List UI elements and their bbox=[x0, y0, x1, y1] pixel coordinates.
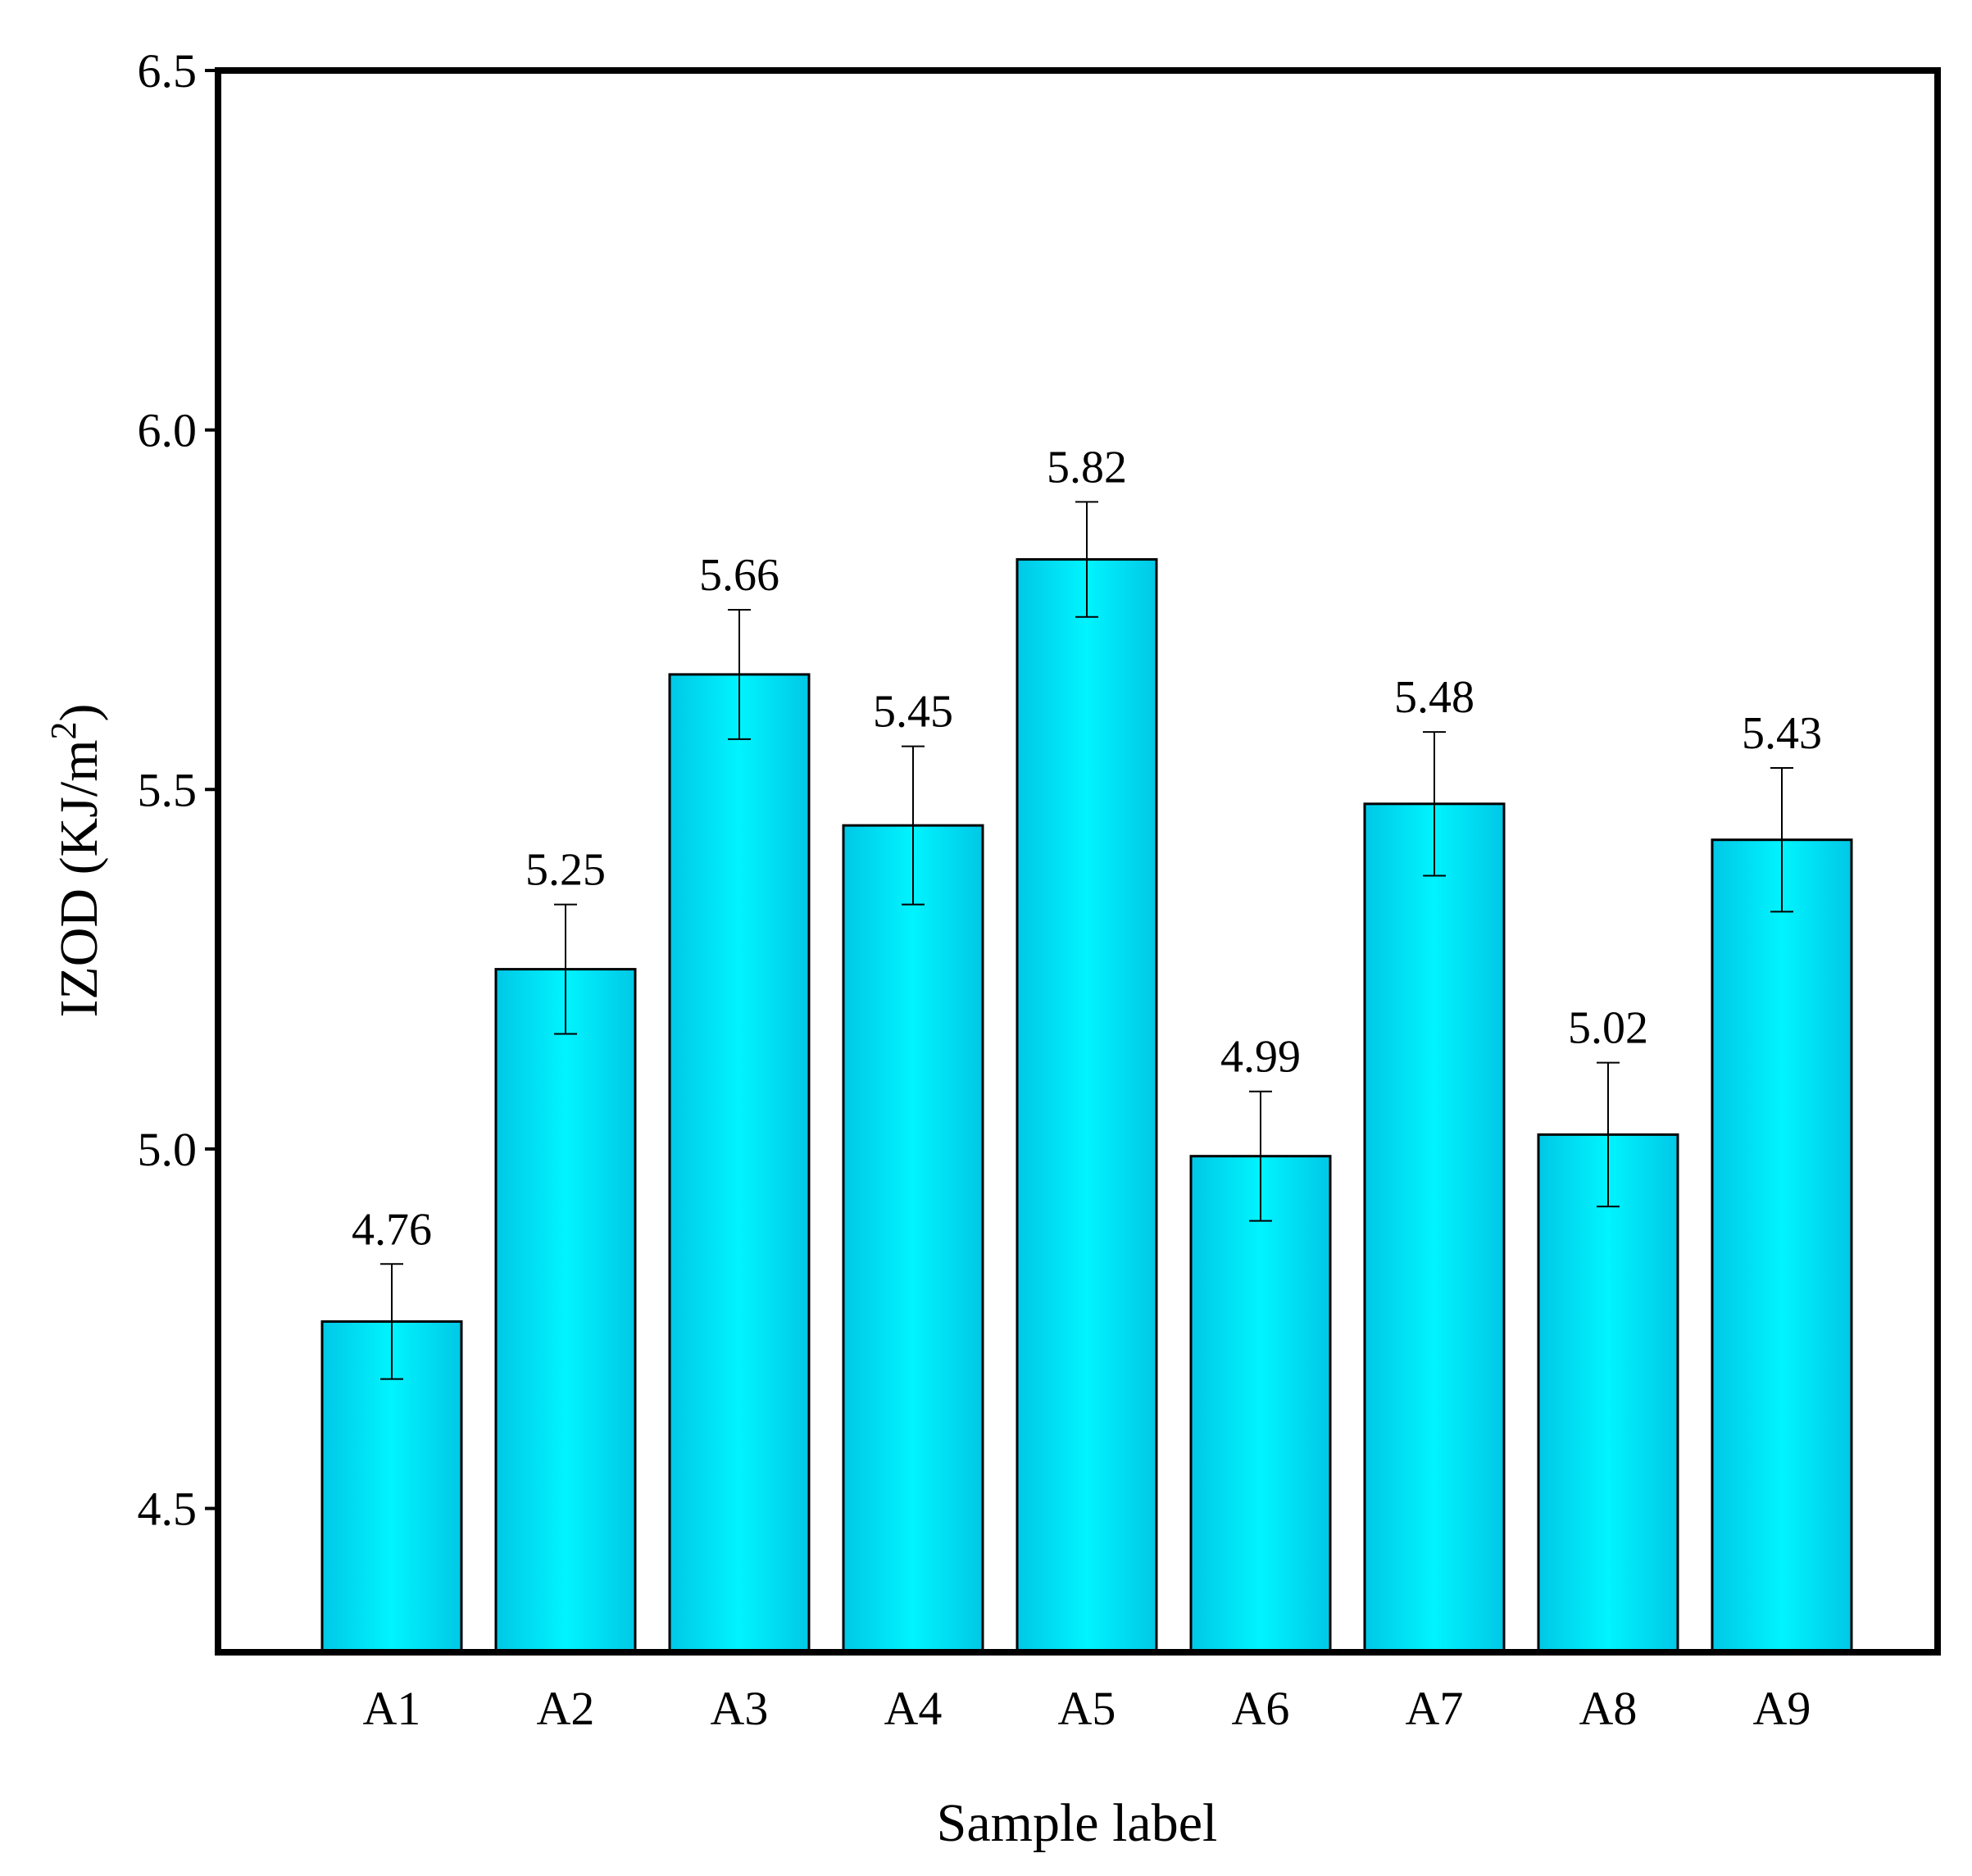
value-label-a2: 5.25 bbox=[525, 845, 606, 896]
y-axis-title: IZOD (KJ/m2) bbox=[43, 703, 109, 1017]
value-label-a4: 5.45 bbox=[873, 687, 953, 738]
x-axis: A1 A2 A3 A4 A5 A6 A7 A8 A9 bbox=[363, 1682, 1811, 1735]
bars-layer bbox=[320, 558, 1853, 1654]
x-tick-label-a2: A2 bbox=[537, 1682, 595, 1735]
x-tick-label-a8: A8 bbox=[1579, 1682, 1638, 1735]
y-axis: 4.5 5.0 5.5 6.0 6.5 bbox=[138, 44, 218, 1536]
y-tick-label-4.5: 4.5 bbox=[138, 1483, 198, 1536]
x-tick-label-a6: A6 bbox=[1232, 1682, 1290, 1735]
value-label-a1: 4.76 bbox=[352, 1204, 432, 1255]
x-tick-label-a5: A5 bbox=[1058, 1682, 1116, 1735]
bar-a5 bbox=[1016, 558, 1158, 1654]
x-tick-label-a4: A4 bbox=[884, 1682, 943, 1735]
x-tick-label-a7: A7 bbox=[1406, 1682, 1464, 1735]
y-tick-label-6.5: 6.5 bbox=[138, 44, 198, 98]
value-label-a5: 5.82 bbox=[1047, 442, 1127, 493]
error-bars-layer bbox=[380, 501, 1793, 1380]
x-tick-label-a1: A1 bbox=[363, 1682, 421, 1735]
value-label-a6: 4.99 bbox=[1220, 1032, 1301, 1083]
value-labels-layer: 4.76 5.25 5.66 5.45 5.82 4.99 5.48 5.02 5.43 bbox=[352, 442, 1822, 1255]
bar-a9 bbox=[1711, 838, 1853, 1654]
y-axis-title-main: IZOD (KJ/m bbox=[49, 739, 109, 1017]
value-label-a9: 5.43 bbox=[1742, 708, 1822, 759]
y-tick-label-5.0: 5.0 bbox=[138, 1123, 198, 1176]
bar-a8 bbox=[1537, 1133, 1679, 1654]
bar-a4 bbox=[842, 824, 984, 1654]
value-label-a3: 5.66 bbox=[699, 550, 779, 601]
bar-a2 bbox=[494, 968, 637, 1654]
bar-a7 bbox=[1363, 802, 1506, 1654]
plot-frame bbox=[215, 67, 1941, 1656]
x-axis-title: Sample label bbox=[937, 1793, 1218, 1853]
value-label-a8: 5.02 bbox=[1568, 1003, 1648, 1054]
x-tick-label-a9: A9 bbox=[1753, 1682, 1811, 1735]
bar-a3 bbox=[668, 673, 811, 1654]
value-label-a7: 5.48 bbox=[1394, 672, 1474, 723]
x-tick-label-a3: A3 bbox=[711, 1682, 769, 1735]
y-axis-title-superscript: 2 bbox=[43, 721, 84, 739]
y-tick-label-5.5: 5.5 bbox=[138, 763, 198, 816]
y-axis-title-suffix: ) bbox=[49, 703, 109, 721]
bar-a6 bbox=[1189, 1155, 1332, 1654]
y-tick-label-6.0: 6.0 bbox=[138, 404, 198, 457]
